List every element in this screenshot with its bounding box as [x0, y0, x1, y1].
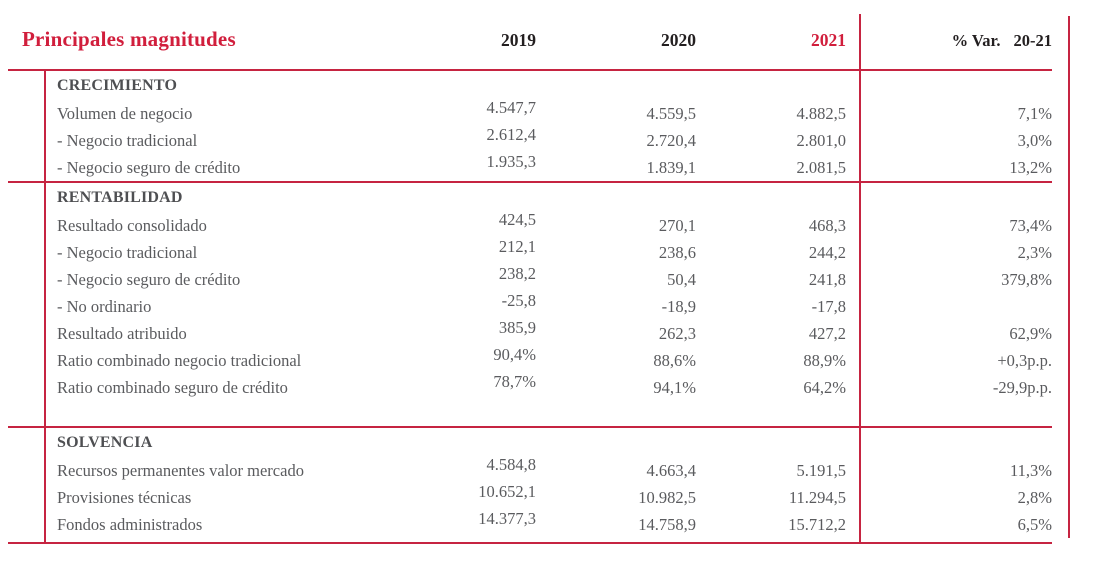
value-2021: 2.081,5 [796, 157, 847, 177]
financial-table: CRECIMIENTO Volumen de negocio 4.547,7 4… [8, 69, 1052, 544]
value-variation: 3,0% [1017, 130, 1052, 150]
value-2019: 212,1 [498, 236, 536, 256]
value-2019: 238,2 [498, 263, 536, 283]
table-row: Volumen de negocio 4.547,7 4.559,5 4.882… [57, 97, 1052, 127]
column-header-2020: 2020 [661, 30, 696, 50]
section-header-row: CRECIMIENTO [57, 71, 1052, 100]
section-rentabilidad: RENTABILIDAD Resultado consolidado 424,5… [8, 183, 1052, 428]
value-2021: 241,8 [808, 269, 846, 289]
value-2020: 50,4 [667, 269, 696, 289]
table-row: - Negocio seguro de crédito 1.935,3 1.83… [57, 151, 1052, 181]
value-2021: 4.882,5 [796, 103, 847, 123]
row-label: - Negocio tradicional [57, 242, 198, 262]
value-2021: 15.712,2 [788, 514, 846, 534]
section-solvencia: SOLVENCIA Recursos permanentes valor mer… [8, 428, 1052, 544]
table-row: - Negocio tradicional 2.612,4 2.720,4 2.… [57, 124, 1052, 154]
table-row: Resultado consolidado 424,5 270,1 468,3 … [57, 209, 1052, 239]
value-2020: 238,6 [658, 242, 696, 262]
row-label: Recursos permanentes valor mercado [57, 460, 304, 480]
row-label: Fondos administrados [57, 514, 203, 534]
value-variation: 13,2% [1009, 157, 1052, 177]
value-2020: 1.839,1 [646, 157, 697, 177]
value-2019: 1.935,3 [486, 151, 537, 171]
table-row: Ratio combinado negocio tradicional 90,4… [57, 344, 1052, 374]
value-variation: 2,8% [1017, 487, 1052, 507]
value-2021: 64,2% [803, 377, 846, 397]
table-header: Principales magnitudes 2019 2020 2021 % … [8, 27, 1052, 52]
value-2020: 262,3 [658, 323, 696, 343]
value-variation: 2,3% [1017, 242, 1052, 262]
row-label: Provisiones técnicas [57, 487, 192, 507]
variation-period: 20-21 [1013, 31, 1053, 50]
section-heading: CRECIMIENTO [57, 76, 178, 94]
value-2021: 5.191,5 [796, 460, 847, 480]
value-variation: 11,3% [1009, 460, 1052, 480]
table-row: Provisiones técnicas 10.652,1 10.982,5 1… [57, 481, 1052, 511]
row-label: - Negocio seguro de crédito [57, 157, 241, 177]
value-2021: 427,2 [808, 323, 846, 343]
value-2021: -17,8 [811, 296, 846, 316]
value-2019: 4.584,8 [486, 454, 537, 474]
column-header-2021: 2021 [811, 30, 846, 50]
table-row: - Negocio seguro de crédito 238,2 50,4 2… [57, 263, 1052, 293]
value-variation: 379,8% [1001, 269, 1052, 289]
section-header-row: SOLVENCIA [57, 428, 1052, 457]
right-edge-rule [1068, 16, 1070, 538]
row-label: - Negocio tradicional [57, 130, 198, 150]
value-2021: 2.801,0 [796, 130, 847, 150]
value-2021: 468,3 [808, 215, 846, 235]
value-variation: -29,9p.p. [992, 377, 1052, 397]
row-label: Volumen de negocio [57, 103, 193, 123]
section-header-row: RENTABILIDAD [57, 183, 1052, 212]
value-2019: 4.547,7 [486, 97, 537, 117]
value-2019: 2.612,4 [486, 124, 537, 144]
value-2020: 270,1 [658, 215, 696, 235]
table-row: Fondos administrados 14.377,3 14.758,9 1… [57, 508, 1052, 538]
variation-divider-rule [859, 14, 861, 542]
table-row: Recursos permanentes valor mercado 4.584… [57, 454, 1052, 484]
value-2021: 244,2 [808, 242, 846, 262]
value-2020: 4.559,5 [646, 103, 697, 123]
value-variation: +0,3p.p. [997, 350, 1052, 370]
table-row: Ratio combinado seguro de crédito 78,7% … [57, 371, 1052, 401]
value-2019: 10.652,1 [478, 481, 536, 501]
value-2020: 2.720,4 [646, 130, 697, 150]
section-heading: RENTABILIDAD [57, 188, 183, 206]
section-crecimiento: CRECIMIENTO Volumen de negocio 4.547,7 4… [8, 71, 1052, 183]
value-2019: 90,4% [493, 344, 536, 364]
table-row: - Negocio tradicional 212,1 238,6 244,2 … [57, 236, 1052, 266]
table-row: Resultado atribuido 385,9 262,3 427,2 62… [57, 317, 1052, 347]
row-label: - Negocio seguro de crédito [57, 269, 241, 289]
row-label: - No ordinario [57, 296, 152, 316]
value-2020: 4.663,4 [646, 460, 697, 480]
page-title: Principales magnitudes [22, 27, 236, 51]
column-header-2019: 2019 [501, 30, 536, 50]
value-variation: 7,1% [1017, 103, 1052, 123]
value-variation: 6,5% [1017, 514, 1052, 534]
value-2020: -18,9 [661, 296, 696, 316]
value-2019: 424,5 [498, 209, 536, 229]
row-label: Ratio combinado negocio tradicional [57, 350, 302, 370]
table-row: - No ordinario -25,8 -18,9 -17,8 [57, 290, 1052, 320]
value-variation: 62,9% [1009, 323, 1052, 343]
value-2019: -25,8 [501, 290, 536, 310]
row-label: Resultado atribuido [57, 323, 187, 343]
value-2019: 14.377,3 [478, 508, 536, 528]
section-heading: SOLVENCIA [57, 433, 153, 451]
value-2021: 88,9% [803, 350, 846, 370]
row-label: Resultado consolidado [57, 215, 207, 235]
value-2021: 11.294,5 [788, 487, 846, 507]
value-2020: 10.982,5 [638, 487, 696, 507]
value-2020: 94,1% [653, 377, 696, 397]
row-label: Ratio combinado seguro de crédito [57, 377, 288, 397]
variation-label: % Var. [951, 31, 1001, 50]
value-2019: 78,7% [493, 371, 536, 391]
value-2020: 88,6% [653, 350, 696, 370]
left-vertical-rule [44, 70, 46, 542]
value-2019: 385,9 [498, 317, 536, 337]
value-2020: 14.758,9 [638, 514, 696, 534]
value-variation: 73,4% [1009, 215, 1052, 235]
column-header-variation: % Var. 20-21 [846, 31, 1052, 51]
